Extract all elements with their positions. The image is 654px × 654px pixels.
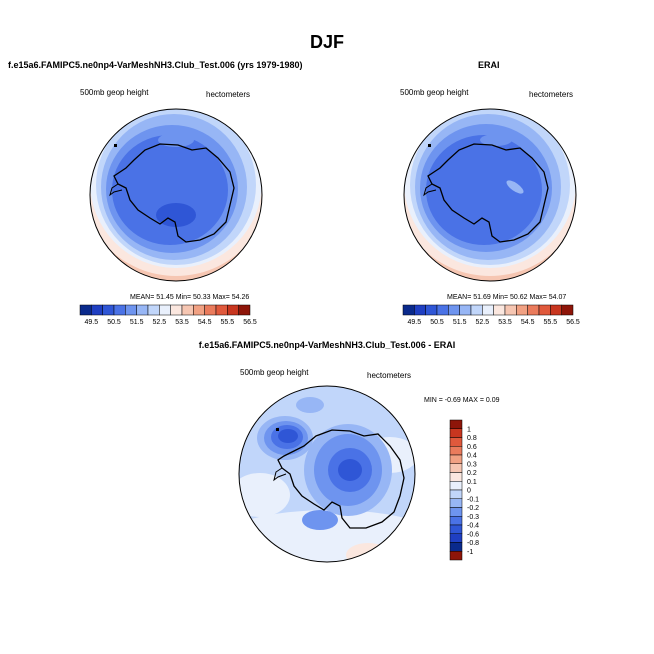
- diff-variable-label: 500mb geop height: [240, 368, 309, 377]
- model-island-mark: [114, 144, 117, 147]
- diff-colorbar-cell: [449, 542, 463, 552]
- diff-stats: MIN = -0.69 MAX = 0.09: [424, 397, 500, 404]
- diff-colorbar-tick-label: 1: [467, 426, 471, 433]
- diff-colorbar-tick-label: 0.4: [467, 453, 477, 460]
- obs-island-mark: [428, 144, 431, 147]
- diff-colorbar-tick-label: -0.1: [467, 496, 479, 503]
- model-map-boundary: [89, 108, 263, 282]
- model-colorbar-tick-label: 52.5: [153, 319, 167, 326]
- obs-map: [404, 109, 576, 281]
- diff-map-boundary: [238, 385, 416, 563]
- diff-colorbar-tick-label: -0.3: [467, 514, 479, 521]
- diff-colorbar-cell: [449, 551, 463, 561]
- diff-colorbar-tick-label: -0.6: [467, 531, 479, 538]
- diff-colorbar-cell: [449, 489, 463, 499]
- diff-colorbar-cell: [449, 524, 463, 534]
- obs-colorbar-tick-label: 50.5: [430, 319, 444, 326]
- obs-colorbar-tick-label: 55.5: [544, 319, 558, 326]
- diff-colorbar-cell: [449, 419, 463, 429]
- diff-colorbar-tick-label: -0.2: [467, 505, 479, 512]
- diff-colorbar-tick-label: 0.1: [467, 479, 477, 486]
- model-colorbar-cell: [238, 304, 251, 316]
- diff-colorbar-cell: [449, 481, 463, 491]
- diff-colorbar-cell: [449, 498, 463, 508]
- obs-units-label: hectometers: [529, 90, 574, 99]
- diff-colorbar-tick-label: 0.3: [467, 461, 477, 468]
- diff-colorbar-cell: [449, 437, 463, 447]
- model-map: [90, 109, 262, 281]
- obs-colorbar-tick-label: 51.5: [453, 319, 467, 326]
- model-colorbar-tick-label: 51.5: [130, 319, 144, 326]
- obs-colorbar-tick-label: 56.5: [566, 319, 580, 326]
- obs-colorbar-cell: [561, 304, 574, 316]
- model-variable-label: 500mb geop height: [80, 88, 149, 97]
- model-colorbar-tick-label: 50.5: [107, 319, 121, 326]
- diff-colorbar-tick-label: 0.8: [467, 435, 477, 442]
- obs-colorbar-tick-label: 54.5: [521, 319, 535, 326]
- diff-colorbar-cell: [449, 428, 463, 438]
- obs-colorbar-tick-label: 49.5: [408, 319, 422, 326]
- obs-colorbar-tick-label: 53.5: [498, 319, 512, 326]
- diff-colorbar-cell: [449, 463, 463, 473]
- model-colorbar-tick-label: 53.5: [175, 319, 189, 326]
- model-panel-title: f.e15a6.FAMIPC5.ne0np4-VarMeshNH3.Club_T…: [8, 60, 303, 70]
- diff-panel-title: f.e15a6.FAMIPC5.ne0np4-VarMeshNH3.Club_T…: [198, 340, 456, 350]
- diff-antarctica-outline: [277, 429, 405, 529]
- diff-peninsula-outline: [273, 467, 287, 482]
- model-units-label: hectometers: [206, 90, 251, 99]
- diff-colorbar-tick-label: 0: [467, 488, 471, 495]
- diff-colorbar-cell: [449, 516, 463, 526]
- diff-colorbar-cell: [449, 533, 463, 543]
- obs-antarctica-outline: [427, 143, 549, 243]
- obs-variable-label: 500mb geop height: [400, 88, 469, 97]
- model-colorbar-tick-label: 54.5: [198, 319, 212, 326]
- figure-title: DJF: [309, 32, 344, 52]
- obs-map-boundary: [403, 108, 577, 282]
- diff-colorbar-cell: [449, 446, 463, 456]
- model-antarctica-outline: [113, 143, 235, 243]
- obs-peninsula-outline: [423, 183, 437, 197]
- diff-colorbar-tick-label: -0.4: [467, 523, 479, 530]
- diff-colorbar-tick-label: -1: [467, 549, 473, 556]
- model-colorbar-tick-label: 55.5: [221, 319, 235, 326]
- diff-colorbar-cell: [449, 507, 463, 517]
- obs-stats: MEAN= 51.69 Min= 50.62 Max= 54.07: [447, 294, 567, 301]
- diff-colorbar-cell: [449, 454, 463, 464]
- diff-colorbar-tick-label: 0.6: [467, 444, 477, 451]
- obs-colorbar-tick-label: 52.5: [476, 319, 490, 326]
- obs-panel-title: ERAI: [478, 60, 500, 70]
- model-peninsula-outline: [109, 183, 123, 197]
- model-colorbar-tick-label: 49.5: [85, 319, 99, 326]
- diff-colorbar-cell: [449, 472, 463, 482]
- model-colorbar-tick-label: 56.5: [243, 319, 257, 326]
- diff-colorbar-tick-label: -0.8: [467, 540, 479, 547]
- diff-colorbar-tick-label: 0.2: [467, 470, 477, 477]
- model-stats: MEAN= 51.45 Min= 50.33 Max= 54.26: [130, 294, 250, 301]
- diff-units-label: hectometers: [367, 371, 412, 380]
- diff-island-mark: [276, 428, 279, 431]
